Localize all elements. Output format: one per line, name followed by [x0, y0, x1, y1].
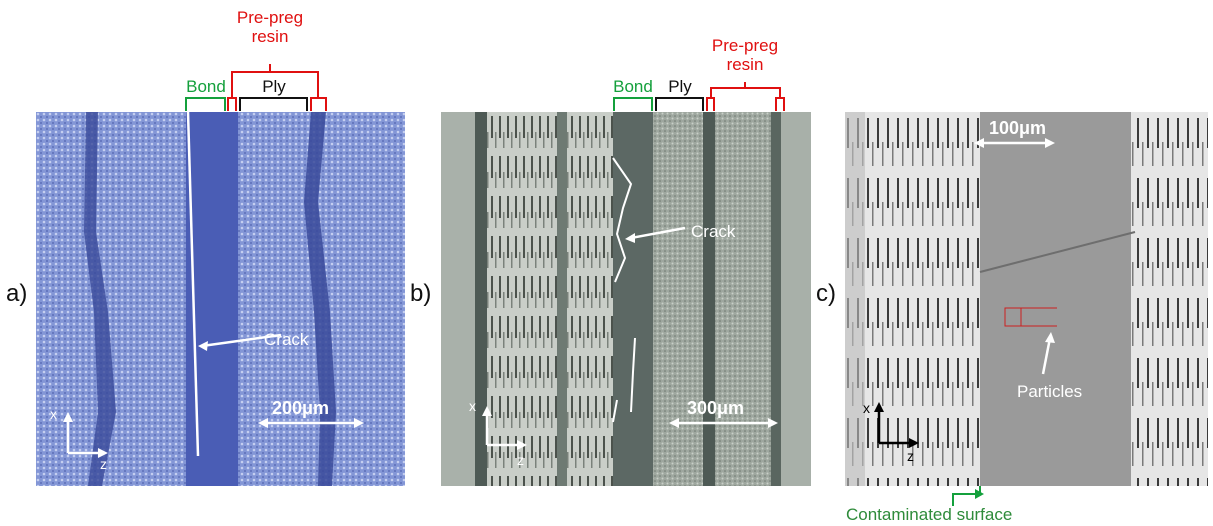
micrograph-b: Crack 300μm x z — [441, 112, 811, 486]
bond-label-a: Bond — [186, 77, 226, 96]
crack-label-b: Crack — [691, 222, 736, 241]
ply-label-b: Ply — [668, 77, 692, 96]
contaminated-surface-caption: Contaminated surface — [846, 505, 1013, 524]
scale-label-a: 200μm — [272, 398, 330, 418]
micrograph-b-drawing — [441, 112, 811, 486]
bond-label-b: Bond — [613, 77, 653, 96]
micrograph-c-drawing — [845, 112, 1208, 486]
prepreg-label-b: Pre-preg resin — [711, 36, 779, 74]
panel-label-c: c) — [816, 280, 836, 307]
axis-x-label-c: x — [863, 400, 870, 416]
micrograph-c: 100μm Particles x z — [845, 112, 1208, 486]
micrograph-a: Crack 200μm x z — [36, 112, 405, 486]
micrograph-a-drawing — [36, 112, 405, 486]
scale-label-c: 100μm — [989, 118, 1047, 138]
panel-label-b: b) — [410, 280, 432, 307]
prepreg-label-a: Pre-preg resin — [236, 8, 304, 46]
axis-x-label-a: x — [50, 406, 57, 422]
particles-label-c: Particles — [1017, 382, 1083, 401]
axis-z-label-c: z — [907, 448, 914, 464]
crack-label-a: Crack — [264, 330, 309, 349]
axis-z-label-a: z — [100, 456, 107, 472]
axis-x-label-b: x — [469, 398, 476, 414]
scale-label-b: 300μm — [687, 398, 745, 418]
axis-z-label-b: z — [517, 452, 524, 468]
panel-label-a: a) — [6, 280, 28, 307]
ply-label-a: Ply — [262, 77, 286, 96]
